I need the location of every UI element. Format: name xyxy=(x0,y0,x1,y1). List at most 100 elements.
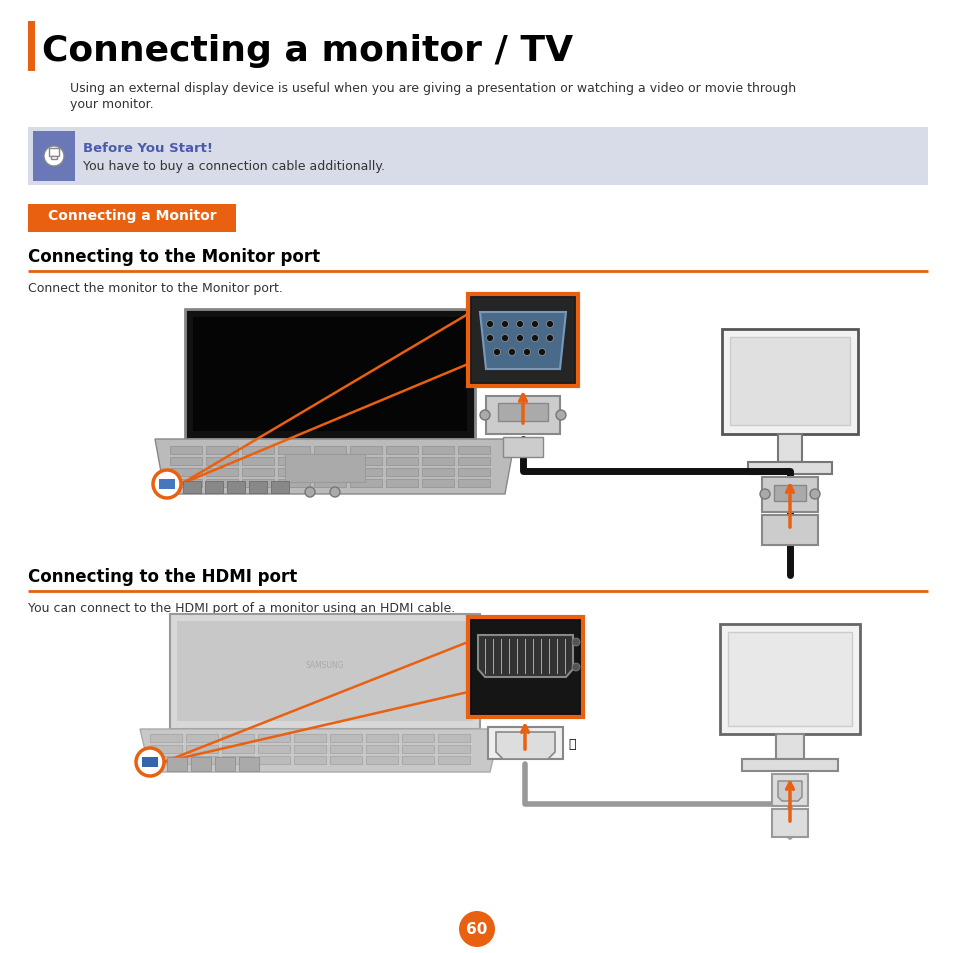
Bar xyxy=(720,624,859,734)
Bar xyxy=(468,294,578,387)
Text: Connecting to the Monitor port: Connecting to the Monitor port xyxy=(28,248,320,266)
Bar xyxy=(314,447,346,455)
Circle shape xyxy=(501,335,508,342)
Bar xyxy=(497,403,547,421)
Bar xyxy=(468,618,582,718)
Bar xyxy=(186,745,218,753)
Circle shape xyxy=(760,490,769,499)
Circle shape xyxy=(330,488,339,497)
Bar xyxy=(314,479,346,488)
Bar xyxy=(401,757,434,764)
Bar xyxy=(437,734,470,742)
Bar xyxy=(771,809,807,837)
Bar xyxy=(206,447,237,455)
Circle shape xyxy=(479,411,490,420)
Circle shape xyxy=(44,147,64,167)
Bar xyxy=(330,745,361,753)
Polygon shape xyxy=(477,636,573,678)
Bar xyxy=(257,734,290,742)
Bar xyxy=(350,469,381,476)
Bar xyxy=(457,447,490,455)
Bar xyxy=(49,149,59,157)
Text: Connecting to the HDMI port: Connecting to the HDMI port xyxy=(28,567,297,585)
Bar xyxy=(242,447,274,455)
Bar xyxy=(285,455,365,482)
Bar xyxy=(214,758,234,771)
Text: Connecting a Monitor: Connecting a Monitor xyxy=(48,209,216,223)
Text: You can connect to the HDMI port of a monitor using an HDMI cable.: You can connect to the HDMI port of a mo… xyxy=(28,601,455,615)
Bar xyxy=(488,727,562,760)
Bar xyxy=(457,457,490,465)
Circle shape xyxy=(458,911,495,947)
Polygon shape xyxy=(479,313,565,370)
Bar xyxy=(386,447,417,455)
Circle shape xyxy=(537,349,545,356)
Circle shape xyxy=(305,488,314,497)
Bar xyxy=(386,457,417,465)
Circle shape xyxy=(508,349,515,356)
Circle shape xyxy=(486,321,493,328)
Bar xyxy=(183,481,201,494)
Bar xyxy=(242,457,274,465)
Bar xyxy=(761,516,817,545)
Circle shape xyxy=(516,335,523,342)
Bar xyxy=(28,22,35,71)
Bar xyxy=(330,757,361,764)
Bar xyxy=(257,745,290,753)
Bar xyxy=(350,457,381,465)
Bar xyxy=(294,745,326,753)
Polygon shape xyxy=(177,621,473,721)
Text: 60: 60 xyxy=(466,922,487,937)
Bar xyxy=(294,757,326,764)
Bar xyxy=(242,479,274,488)
Bar xyxy=(33,132,75,182)
Bar xyxy=(206,479,237,488)
Bar xyxy=(186,734,218,742)
Bar xyxy=(191,758,211,771)
Bar xyxy=(271,481,289,494)
Bar xyxy=(386,469,417,476)
Bar xyxy=(227,481,245,494)
Bar xyxy=(257,757,290,764)
Polygon shape xyxy=(154,439,515,495)
Bar xyxy=(142,758,158,767)
Text: your monitor.: your monitor. xyxy=(70,98,153,111)
Text: You have to buy a connection cable additionally.: You have to buy a connection cable addit… xyxy=(83,160,385,172)
Bar xyxy=(239,758,258,771)
Bar xyxy=(205,481,223,494)
Bar xyxy=(401,745,434,753)
Bar xyxy=(242,469,274,476)
Circle shape xyxy=(572,639,579,646)
Bar xyxy=(457,479,490,488)
Text: 📺: 📺 xyxy=(567,738,575,750)
Bar xyxy=(314,469,346,476)
Circle shape xyxy=(493,349,500,356)
Bar xyxy=(457,469,490,476)
Bar xyxy=(159,479,174,490)
Bar xyxy=(421,447,454,455)
Circle shape xyxy=(546,335,553,342)
Bar xyxy=(421,469,454,476)
Bar xyxy=(502,437,542,457)
Bar xyxy=(421,457,454,465)
Bar xyxy=(170,469,202,476)
Circle shape xyxy=(809,490,820,499)
Polygon shape xyxy=(140,729,499,772)
Bar xyxy=(170,447,202,455)
Circle shape xyxy=(531,335,537,342)
Bar xyxy=(206,457,237,465)
Text: Before You Start!: Before You Start! xyxy=(83,142,213,154)
Bar xyxy=(206,469,237,476)
Bar xyxy=(727,633,851,726)
Bar xyxy=(775,734,803,760)
Polygon shape xyxy=(193,317,467,432)
Circle shape xyxy=(516,321,523,328)
Bar xyxy=(51,157,57,160)
Bar xyxy=(366,745,397,753)
Bar xyxy=(437,745,470,753)
Bar xyxy=(222,757,253,764)
Bar xyxy=(314,457,346,465)
Bar xyxy=(386,479,417,488)
Bar xyxy=(150,745,182,753)
Bar xyxy=(150,757,182,764)
